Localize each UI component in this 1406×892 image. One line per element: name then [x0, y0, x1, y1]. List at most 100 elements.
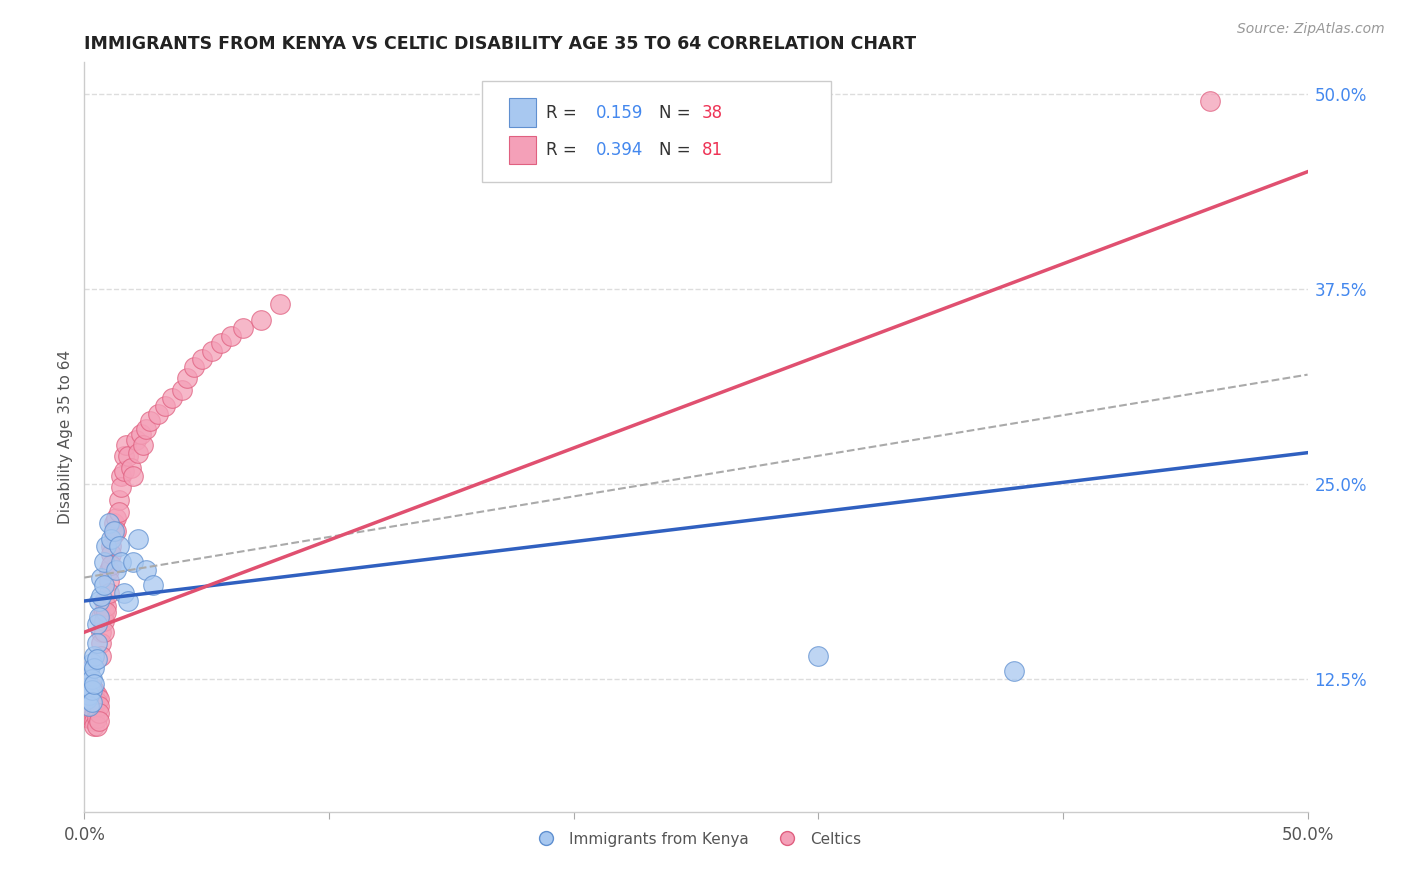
Point — [105, 524, 128, 538]
Point — [87, 714, 110, 728]
Point — [83, 661, 105, 675]
Point — [93, 614, 115, 628]
Point — [90, 590, 112, 604]
Point — [219, 328, 242, 343]
Point — [139, 415, 162, 429]
Point — [86, 696, 108, 710]
Point — [77, 688, 100, 702]
Point — [97, 516, 120, 530]
Text: R =: R = — [546, 103, 582, 121]
Point — [80, 703, 103, 717]
Point — [80, 692, 103, 706]
Point — [77, 664, 100, 679]
Point — [93, 594, 115, 608]
Point — [132, 438, 155, 452]
Point — [90, 625, 112, 640]
Point — [96, 605, 118, 619]
Point — [86, 711, 108, 725]
Point — [80, 683, 103, 698]
Point — [90, 571, 112, 585]
Text: 81: 81 — [702, 141, 723, 159]
Text: 0.394: 0.394 — [596, 141, 643, 159]
Point — [80, 711, 103, 725]
Point — [127, 446, 149, 460]
Y-axis label: Disability Age 35 to 64: Disability Age 35 to 64 — [58, 350, 73, 524]
Text: N =: N = — [659, 103, 696, 121]
Text: R =: R = — [546, 141, 582, 159]
Point — [83, 648, 105, 663]
Point — [83, 688, 105, 702]
Point — [105, 563, 128, 577]
Text: N =: N = — [659, 141, 696, 159]
Point — [249, 313, 271, 327]
Point — [77, 692, 100, 706]
Point — [87, 706, 110, 721]
Point — [1198, 95, 1220, 109]
Point — [112, 464, 135, 478]
Point — [112, 586, 135, 600]
Point — [97, 563, 120, 577]
Point — [209, 336, 232, 351]
Point — [115, 438, 138, 452]
Point — [232, 321, 254, 335]
Point — [90, 648, 112, 663]
Point — [96, 599, 118, 613]
Point — [90, 609, 112, 624]
Point — [77, 703, 100, 717]
Point — [93, 625, 115, 640]
Point — [80, 680, 103, 694]
Point — [269, 297, 291, 311]
Point — [80, 688, 103, 702]
Point — [107, 539, 129, 553]
Point — [87, 594, 110, 608]
Point — [77, 711, 100, 725]
Point — [110, 469, 132, 483]
Point — [129, 427, 152, 442]
Point — [97, 586, 120, 600]
Point — [100, 539, 122, 553]
Point — [86, 703, 108, 717]
Text: IMMIGRANTS FROM KENYA VS CELTIC DISABILITY AGE 35 TO 64 CORRELATION CHART: IMMIGRANTS FROM KENYA VS CELTIC DISABILI… — [84, 35, 917, 53]
Point — [107, 505, 129, 519]
Bar — [509, 136, 536, 164]
Point — [83, 708, 105, 723]
Point — [110, 555, 132, 569]
Point — [100, 558, 122, 573]
Point — [77, 680, 100, 694]
Point — [117, 449, 139, 463]
Point — [807, 648, 830, 663]
Point — [122, 469, 145, 483]
Point — [107, 492, 129, 507]
Point — [176, 371, 198, 385]
Text: 0.159: 0.159 — [596, 103, 643, 121]
Point — [83, 714, 105, 728]
Text: 38: 38 — [702, 103, 723, 121]
Point — [90, 636, 112, 650]
Point — [86, 688, 108, 702]
Point — [103, 516, 125, 530]
Point — [83, 676, 105, 690]
Point — [135, 563, 157, 577]
Point — [76, 664, 98, 679]
Point — [76, 680, 98, 694]
Point — [120, 461, 142, 475]
Point — [100, 532, 122, 546]
Point — [93, 605, 115, 619]
Point — [112, 449, 135, 463]
Point — [77, 680, 100, 694]
Point — [83, 719, 105, 733]
Point — [80, 657, 103, 671]
Point — [83, 698, 105, 713]
Point — [103, 524, 125, 538]
Point — [87, 698, 110, 713]
Point — [153, 399, 176, 413]
Point — [125, 434, 148, 448]
Point — [110, 480, 132, 494]
Point — [86, 636, 108, 650]
Point — [80, 696, 103, 710]
Point — [93, 578, 115, 592]
Point — [86, 719, 108, 733]
Point — [80, 672, 103, 686]
Point — [172, 384, 194, 398]
Point — [191, 352, 214, 367]
